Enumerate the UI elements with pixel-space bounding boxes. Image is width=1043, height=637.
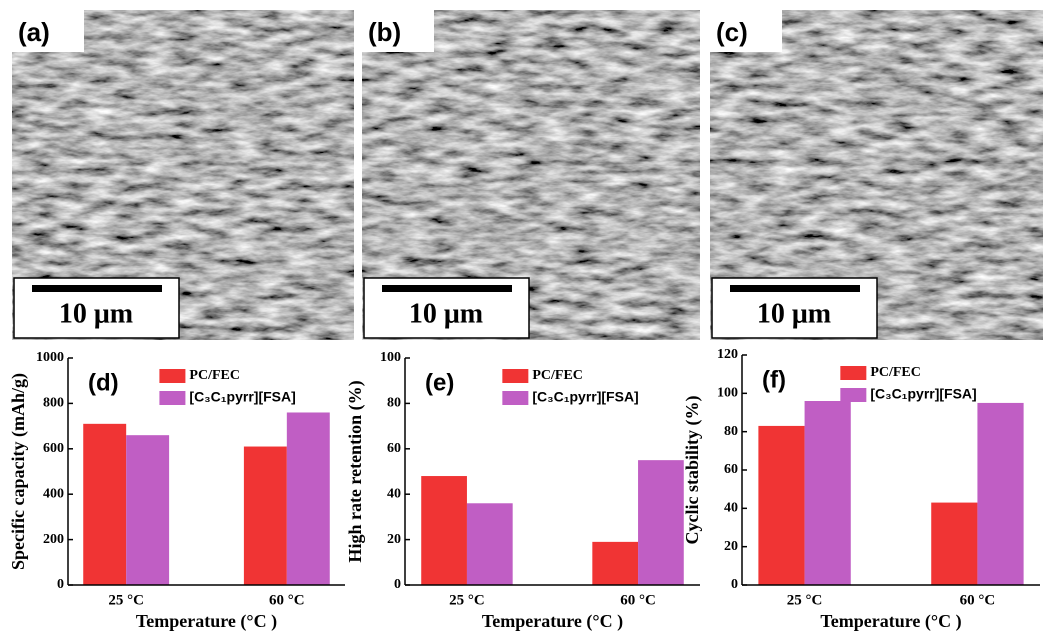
scale-bar — [382, 285, 512, 292]
label-box — [362, 10, 434, 52]
scale-bar-label: 10 μm — [409, 298, 483, 329]
legend-swatch — [840, 366, 867, 380]
x-axis-label: Temperature (°C ) — [820, 611, 961, 632]
legend-label: [C₃C₁pyrr][FSA] — [870, 386, 976, 402]
y-tick-label: 800 — [43, 396, 64, 411]
x-tick-label: 60 °C — [620, 592, 656, 608]
y-tick-label: 80 — [387, 396, 401, 411]
y-axis-label: Cyclic stability (%) — [682, 396, 703, 545]
x-tick-label: 25 °C — [449, 592, 485, 608]
panel-label: (e) — [425, 369, 454, 396]
y-tick-label: 400 — [43, 486, 64, 501]
y-tick-label: 40 — [387, 486, 401, 501]
legend-swatch — [502, 391, 529, 405]
panel-label: (c) — [716, 17, 748, 47]
y-tick-label: 80 — [724, 424, 738, 439]
y-tick-label: 100 — [380, 350, 401, 365]
bar — [592, 541, 639, 585]
y-tick-label: 60 — [387, 441, 401, 456]
bar-chart: 0 20 40 60 80 100 25 °C 60 °C Temperature (°C ) H… — [345, 350, 700, 632]
legend-swatch — [159, 391, 186, 405]
label-box — [710, 10, 782, 52]
legend-label: [C₃C₁pyrr][FSA] — [189, 389, 295, 405]
label-box — [12, 10, 84, 52]
legend-swatch — [159, 369, 186, 383]
panel-label: (a) — [18, 17, 50, 47]
x-tick-label: 60 °C — [269, 592, 305, 608]
y-tick-label: 0 — [57, 577, 64, 592]
bar — [977, 402, 1024, 585]
y-axis-label: High rate retention (%) — [345, 380, 366, 562]
panel-label: (b) — [368, 17, 401, 47]
y-tick-label: 60 — [724, 462, 738, 477]
y-tick-label: 600 — [43, 441, 64, 456]
y-tick-label: 100 — [717, 386, 738, 401]
y-tick-label: 40 — [724, 501, 738, 516]
bar — [758, 425, 805, 585]
scale-bar-label: 10 μm — [757, 298, 831, 329]
x-axis-label: Temperature (°C ) — [482, 611, 623, 632]
scale-bar — [32, 285, 162, 292]
y-tick-label: 20 — [387, 532, 401, 547]
bar — [243, 446, 287, 585]
sem-images: (a) 10 μm (b) 10 μm (c) 10 μm — [12, 10, 1043, 340]
bar — [466, 503, 513, 585]
legend-swatch — [840, 388, 867, 402]
panel-label: (d) — [88, 369, 119, 396]
y-axis-label: Specific capacity (mAh/g) — [8, 373, 29, 570]
x-tick-label: 60 °C — [960, 592, 996, 608]
x-tick-label: 25 °C — [108, 592, 144, 608]
bar — [126, 435, 170, 585]
legend-label: PC/FEC — [532, 368, 583, 383]
bar — [804, 401, 851, 585]
legend-label: PC/FEC — [189, 368, 240, 383]
x-axis-label: Temperature (°C ) — [136, 611, 277, 632]
legend-swatch — [502, 369, 529, 383]
bar — [931, 502, 978, 585]
y-tick-label: 0 — [731, 577, 738, 592]
bar — [286, 412, 330, 585]
panel-label: (f) — [762, 366, 786, 393]
bar-chart: 0 200 400 600 800 1000 25 °C 60 °C Temperature (… — [8, 350, 345, 632]
bar — [638, 460, 684, 585]
y-tick-label: 20 — [724, 539, 738, 554]
scale-bar-label: 10 μm — [59, 298, 133, 329]
x-tick-label: 25 °C — [787, 592, 823, 608]
y-tick-label: 120 — [717, 347, 738, 362]
bar — [83, 423, 127, 585]
y-tick-label: 200 — [43, 532, 64, 547]
legend-label: PC/FEC — [870, 365, 921, 380]
scale-bar — [730, 285, 860, 292]
bar — [421, 476, 467, 585]
bar-chart: 0 20 40 60 80 100 120 25 °C 60 °C Temperature (°C… — [682, 347, 1040, 632]
y-tick-label: 1000 — [36, 350, 64, 365]
y-tick-label: 0 — [394, 577, 401, 592]
legend-label: [C₃C₁pyrr][FSA] — [532, 389, 638, 405]
